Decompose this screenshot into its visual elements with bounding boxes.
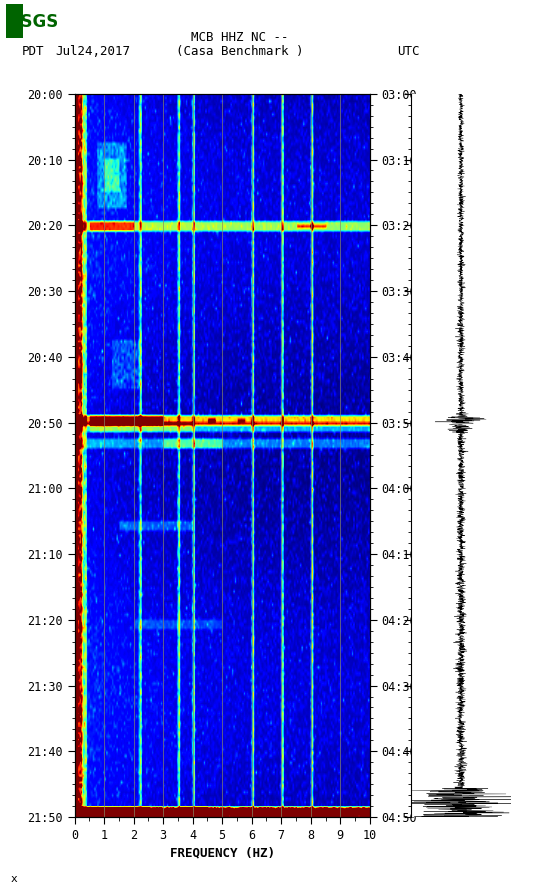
FancyBboxPatch shape	[6, 4, 23, 38]
Text: PDT: PDT	[22, 46, 45, 58]
Text: (Casa Benchmark ): (Casa Benchmark )	[177, 46, 304, 58]
Text: UTC: UTC	[397, 46, 420, 58]
Text: USGS: USGS	[8, 13, 59, 31]
Text: MCB HHZ NC --: MCB HHZ NC --	[192, 31, 289, 44]
Text: Jul24,2017: Jul24,2017	[55, 46, 130, 58]
X-axis label: FREQUENCY (HZ): FREQUENCY (HZ)	[169, 846, 275, 859]
Text: x: x	[11, 874, 18, 884]
